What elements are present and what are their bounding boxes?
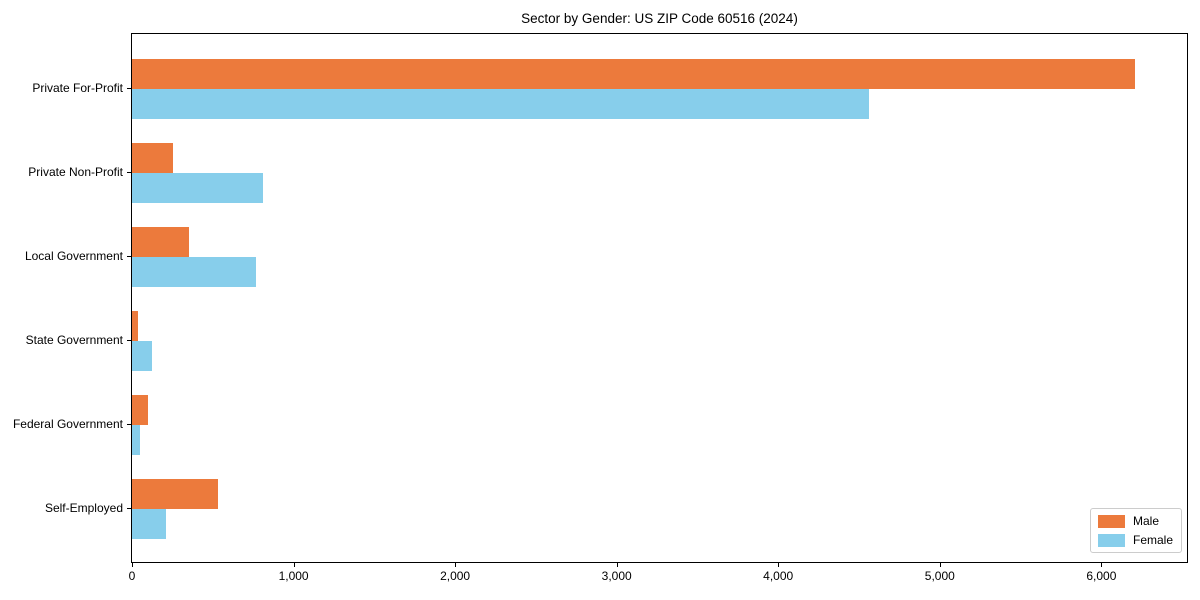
bar-female-2 [132, 173, 263, 203]
plot-area: Male Female [131, 33, 1188, 563]
x-tick-mark [778, 563, 780, 567]
bar-female-3 [132, 257, 256, 287]
x-tick-mark [1101, 563, 1103, 567]
bar-male-1 [132, 59, 1136, 89]
y-category-label: Local Government [24, 249, 123, 263]
y-tick-mark [127, 256, 131, 257]
x-tick-label: 2,000 [440, 569, 471, 583]
legend-entry-male: Male [1097, 514, 1173, 528]
y-category-label: Federal Government [12, 417, 123, 431]
bar-male-3 [132, 227, 189, 257]
x-tick-mark [616, 563, 618, 567]
bar-male-6 [132, 479, 219, 509]
x-tick-mark [293, 563, 295, 567]
legend-entry-female: Female [1097, 533, 1173, 547]
legend-swatch-female [1097, 533, 1125, 547]
y-tick-mark [127, 172, 131, 173]
y-tick-mark [127, 340, 131, 341]
y-category-label: Self-Employed [44, 501, 123, 515]
x-tick-label: 6,000 [1086, 569, 1117, 583]
legend: Male Female [1089, 508, 1182, 553]
bar-female-4 [132, 341, 153, 371]
x-tick-label: 0 [128, 569, 136, 583]
bar-female-1 [132, 89, 869, 119]
bar-male-4 [132, 311, 138, 341]
y-category-label: State Government [25, 333, 123, 347]
x-tick-label: 3,000 [601, 569, 632, 583]
x-tick-mark [132, 563, 133, 567]
legend-swatch-male [1097, 514, 1125, 528]
bar-male-2 [132, 143, 174, 173]
x-tick-mark [939, 563, 941, 567]
legend-label: Male [1132, 514, 1159, 528]
y-tick-mark [127, 88, 131, 89]
y-tick-mark [127, 508, 131, 509]
x-tick-label: 4,000 [763, 569, 794, 583]
bar-female-6 [132, 509, 166, 539]
y-category-label: Private Non-Profit [28, 165, 123, 179]
legend-label: Female [1132, 533, 1173, 547]
x-tick-label: 1,000 [278, 569, 309, 583]
y-category-label: Private For-Profit [32, 81, 123, 95]
x-tick-mark [455, 563, 457, 567]
x-tick-label: 5,000 [924, 569, 955, 583]
chart-title: Sector by Gender: US ZIP Code 60516 (202… [521, 11, 798, 26]
bar-male-5 [132, 395, 149, 425]
bar-female-5 [132, 425, 140, 455]
y-tick-mark [127, 424, 131, 425]
